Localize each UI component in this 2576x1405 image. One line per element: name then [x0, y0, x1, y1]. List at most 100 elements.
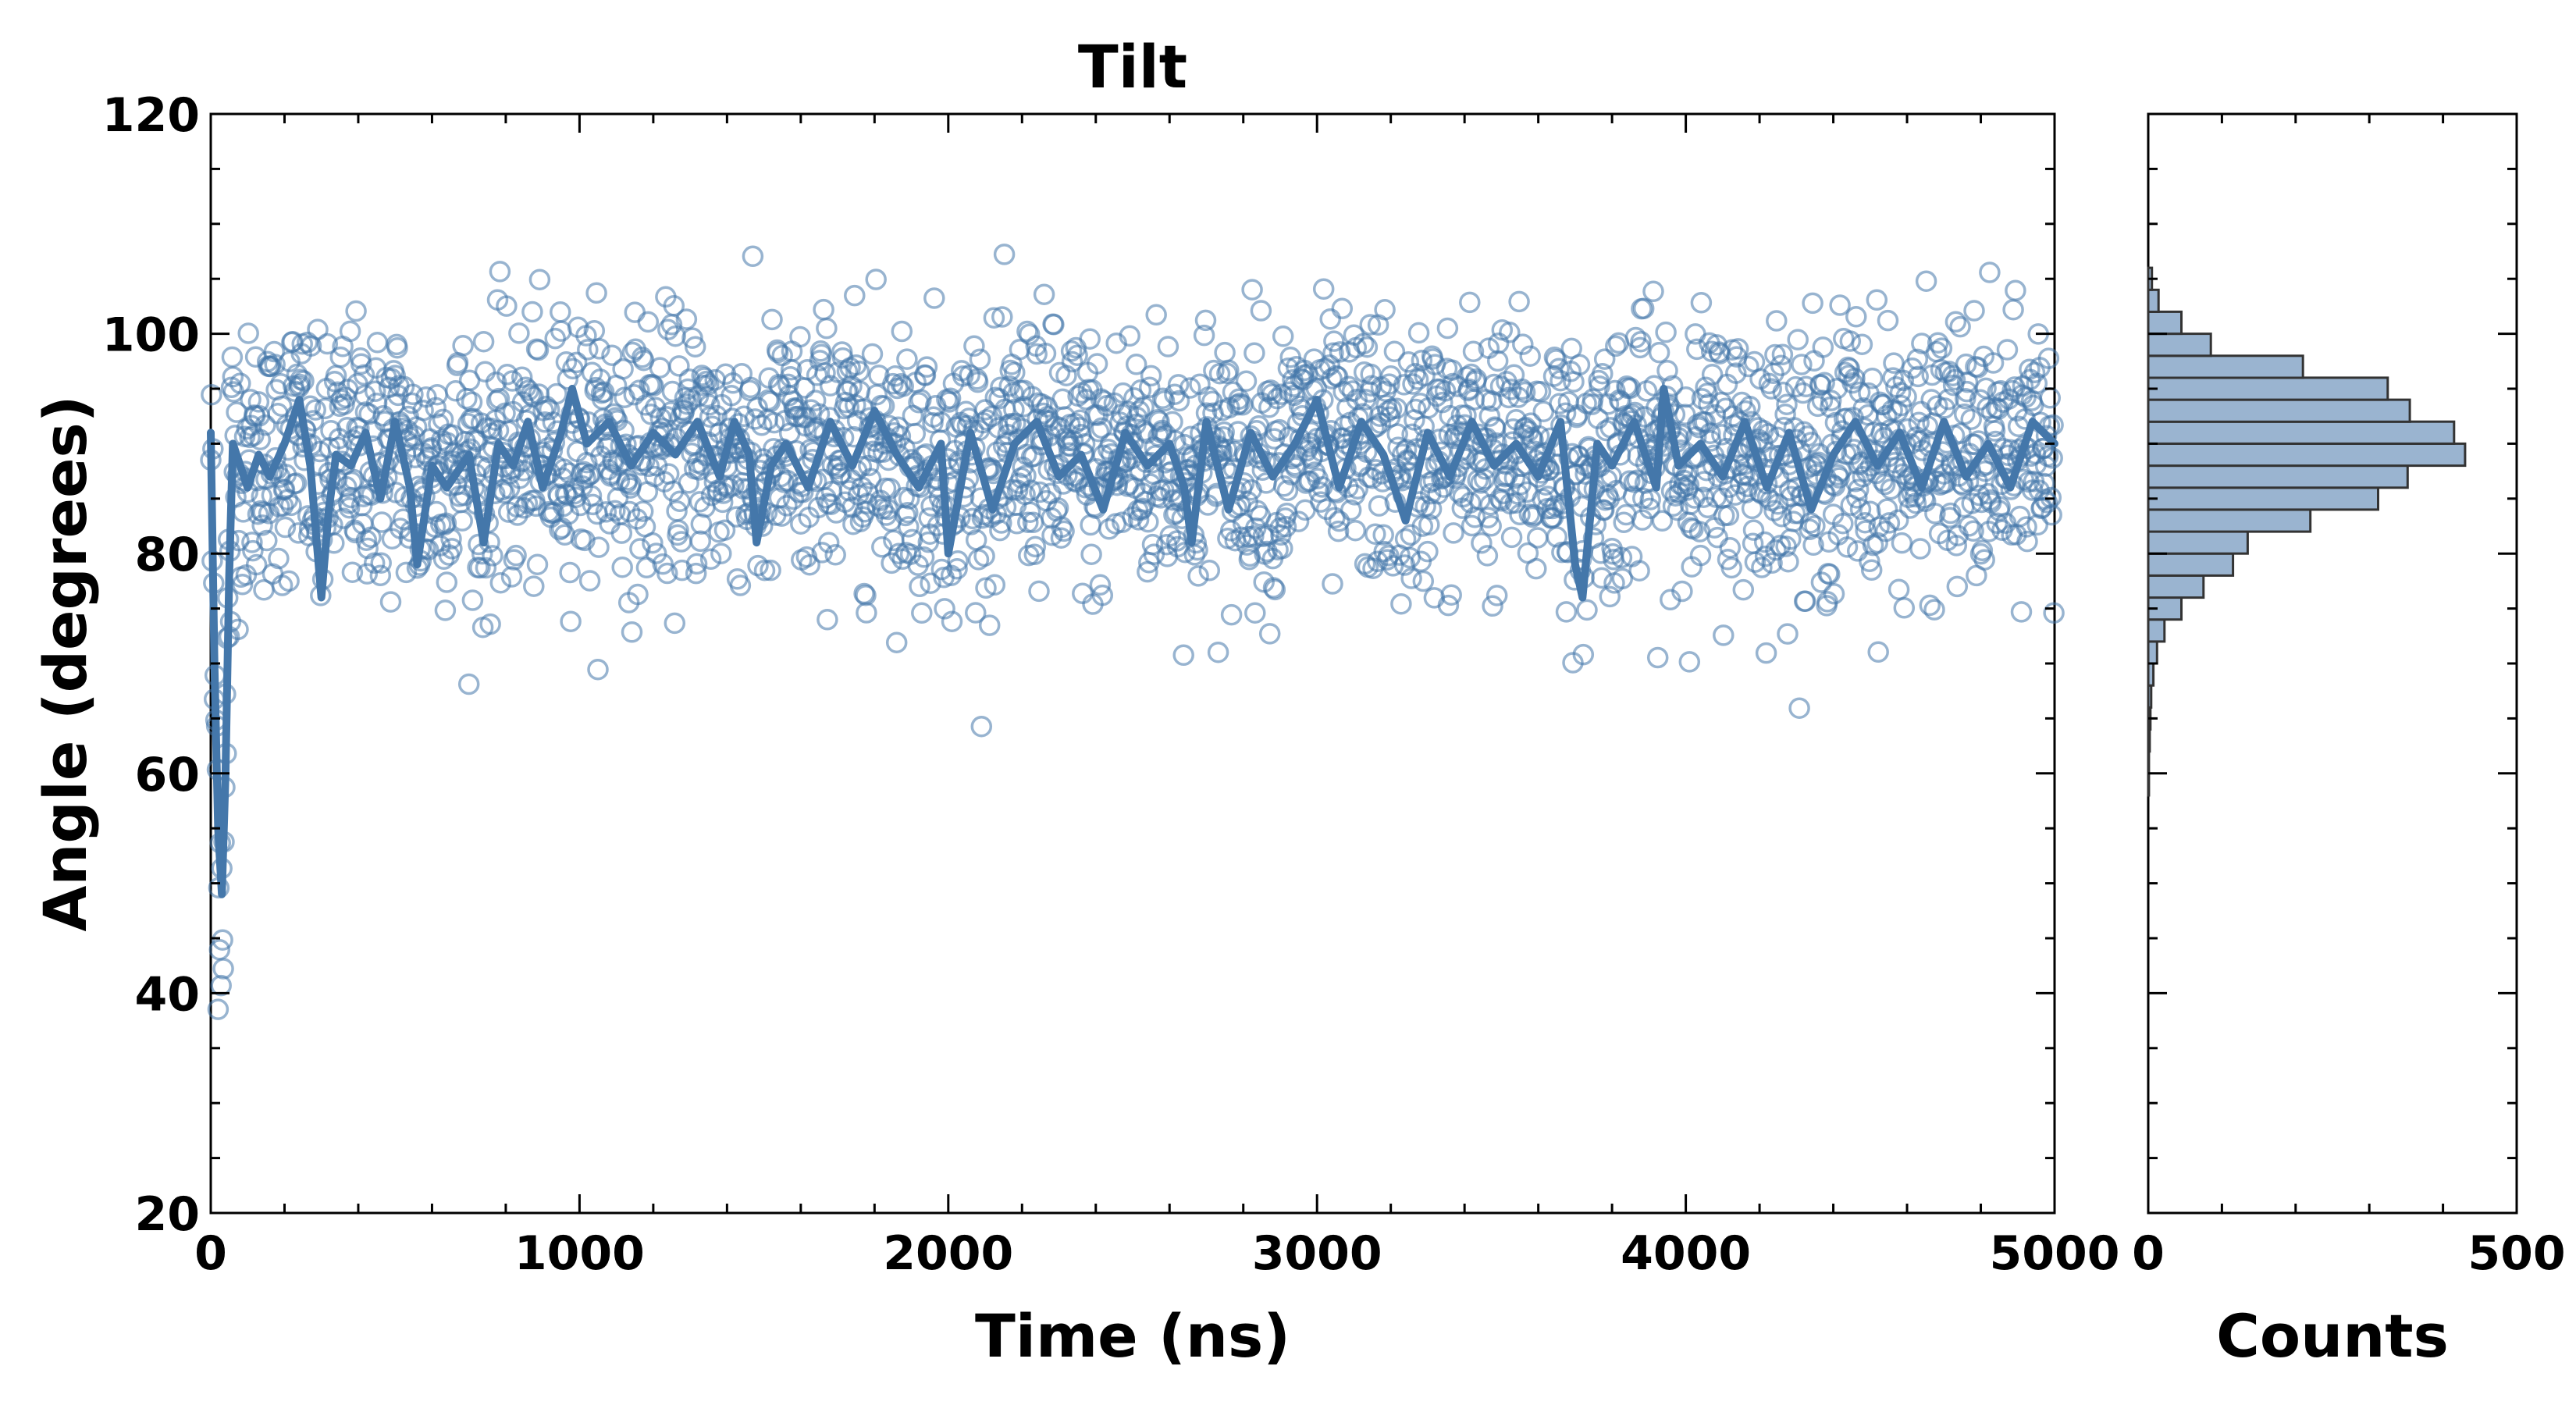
- scatter-point: [1971, 539, 1994, 561]
- scatter-point: [1777, 550, 1799, 573]
- scatter-point: [861, 343, 884, 365]
- scatter-point: [939, 387, 962, 410]
- scatter-point: [210, 974, 232, 997]
- scatter-point: [251, 514, 273, 536]
- scatter-point: [1148, 411, 1170, 432]
- scatter-point: [1272, 325, 1294, 347]
- scatter-point: [892, 375, 914, 397]
- scatter-point: [1133, 396, 1155, 418]
- scatter-point: [577, 339, 599, 361]
- scatter-point: [627, 583, 649, 606]
- scatter-point: [1907, 365, 1929, 388]
- histogram-bar: [2147, 420, 2456, 445]
- scatter-point: [1066, 344, 1088, 366]
- histogram-bar: [2147, 486, 2379, 511]
- scatter-point: [1060, 340, 1083, 362]
- scatter-point: [201, 383, 222, 406]
- scatter-point: [360, 526, 382, 549]
- scatter-point: [1194, 309, 1217, 332]
- scatter-point: [1443, 522, 1464, 544]
- scatter-point: [1187, 539, 1208, 561]
- scatter-point: [1487, 333, 1510, 354]
- scatter-point: [753, 559, 776, 582]
- histogram-bar: [2147, 618, 2166, 643]
- scatter-point: [890, 372, 913, 395]
- scatter-point: [1944, 368, 1966, 391]
- scatter-point: [1751, 557, 1773, 578]
- scatter-point: [1979, 261, 2001, 283]
- scatter-point: [1973, 549, 1995, 571]
- scatter-point: [1946, 575, 1969, 598]
- scatter-point: [1848, 381, 1871, 404]
- scatter-point: [1717, 504, 1740, 526]
- y-tick-label: 60: [135, 748, 201, 802]
- histogram-bar: [2147, 508, 2312, 533]
- scatter-point: [401, 392, 423, 414]
- scatter-point: [1137, 510, 1159, 533]
- scatter-point: [1419, 482, 1442, 505]
- scatter-point: [1235, 370, 1258, 392]
- scatter-point: [1378, 545, 1400, 567]
- scatter-point: [316, 333, 339, 355]
- scatter-point: [1893, 597, 1916, 619]
- scatter-point: [1860, 559, 1883, 582]
- scatter-point: [1197, 386, 1220, 408]
- scatter-point: [1725, 362, 1747, 384]
- scatter-point: [1471, 532, 1493, 554]
- histogram-bar: [2147, 640, 2158, 665]
- scatter-point: [256, 529, 278, 552]
- scatter-point: [333, 507, 354, 529]
- scatter-point: [242, 539, 264, 562]
- scatter-point: [621, 621, 643, 643]
- scatter-point: [364, 380, 386, 403]
- scatter-point: [763, 411, 785, 434]
- scatter-point: [1845, 306, 1867, 328]
- main-ticks: [209, 112, 2056, 1215]
- scatter-point: [1662, 495, 1685, 518]
- scatter-point: [1172, 644, 1194, 667]
- scatter-point: [975, 577, 997, 599]
- scatter-point: [1770, 354, 1792, 376]
- scatter-point: [1519, 345, 1541, 367]
- scatter-point: [1033, 283, 1055, 305]
- scatter-point: [678, 472, 699, 494]
- scatter-point: [1145, 304, 1167, 326]
- scatter-point: [2005, 279, 2026, 301]
- scatter-point: [425, 397, 447, 419]
- scatter-point: [1866, 289, 1888, 311]
- scatter-point: [896, 348, 918, 370]
- scatter-point: [770, 505, 793, 527]
- scatter-point: [1949, 315, 1971, 338]
- scatter-point: [263, 340, 286, 363]
- scatter-point: [1996, 339, 2019, 361]
- scatter-point: [440, 528, 462, 550]
- scatter-point: [1820, 389, 1842, 411]
- scatter-point: [1590, 542, 1612, 564]
- scatter-point: [404, 425, 425, 447]
- scatter-point: [1168, 389, 1190, 412]
- scatter-point: [528, 269, 551, 290]
- scatter-point: [555, 351, 578, 373]
- scatter-point: [521, 301, 543, 323]
- scatter-point: [565, 351, 588, 374]
- scatter-point: [612, 357, 634, 380]
- scatter-point: [739, 376, 762, 399]
- scatter-point: [496, 295, 518, 317]
- scatter-point: [1476, 545, 1499, 567]
- scatter-point: [452, 335, 474, 357]
- scatter-point: [2042, 414, 2064, 436]
- scatter-point: [1593, 348, 1616, 370]
- scatter-point: [1344, 519, 1367, 542]
- scatter-point: [604, 500, 626, 522]
- scatter-point: [1765, 539, 1787, 561]
- scatter-point: [789, 325, 811, 348]
- scatter-point: [526, 553, 549, 575]
- scatter-point: [993, 244, 1016, 265]
- scatter-point: [1244, 602, 1266, 624]
- scatter-point: [353, 364, 375, 386]
- scatter-point: [601, 344, 623, 366]
- histogram-bar: [2147, 333, 2212, 357]
- scatter-point: [1878, 512, 1901, 534]
- scatter-point: [656, 562, 678, 585]
- scatter-point: [1400, 567, 1422, 589]
